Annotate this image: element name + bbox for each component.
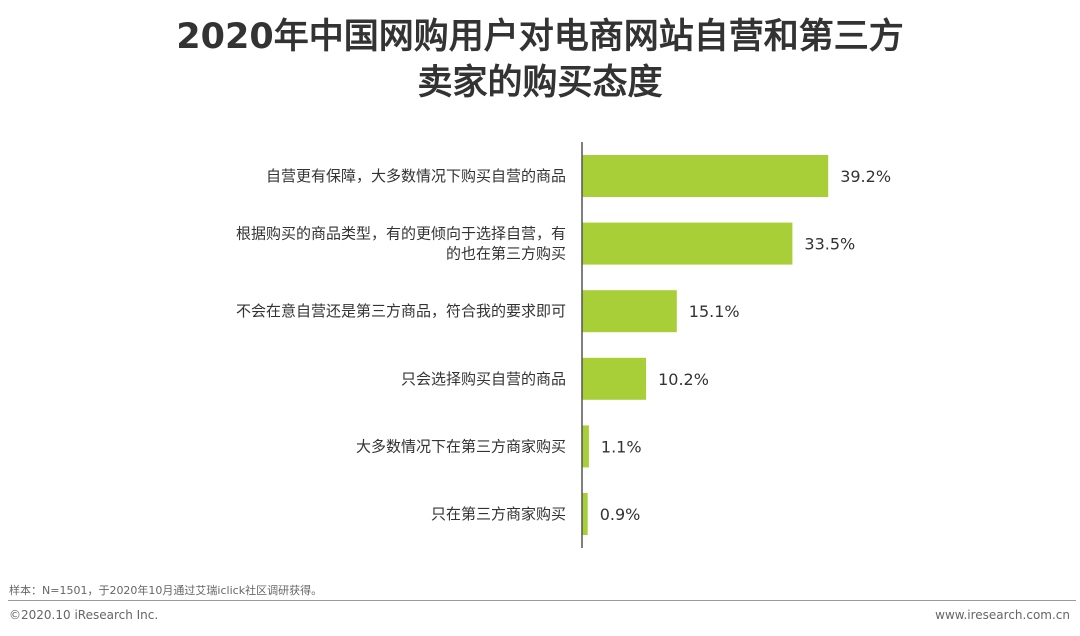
- copyright-text: ©2020.10 iResearch Inc.: [9, 608, 159, 622]
- value-label-1: 39.2%: [840, 167, 891, 186]
- bar-6: [582, 493, 588, 535]
- bar-3: [582, 290, 677, 333]
- website-text: www.iresearch.com.cn: [935, 608, 1070, 622]
- value-label-5: 1.1%: [601, 437, 642, 456]
- chart-title-line-2: 卖家的购买态度: [417, 63, 663, 103]
- chart-title-line-1: 2020年中国网购用户对电商网站自营和第三方: [176, 17, 904, 57]
- sample-note: 样本：N=1501，于2020年10月通过艾瑞iclick社区调研获得。: [9, 584, 323, 597]
- chart-title: 2020年中国网购用户对电商网站自营和第三方 卖家的购买态度: [0, 14, 1080, 106]
- value-label-6: 0.9%: [600, 505, 641, 524]
- bar-5: [582, 425, 589, 468]
- category-label-4: 只会选择购买自营的商品: [401, 370, 566, 388]
- bar-1: [582, 155, 829, 197]
- value-label-4: 10.2%: [658, 370, 709, 389]
- bar-4: [582, 357, 647, 400]
- category-label-6: 只在第三方商家购买: [431, 505, 566, 523]
- value-label-3: 15.1%: [689, 302, 740, 321]
- bar-2: [582, 222, 793, 265]
- category-label-1: 自营更有保障，大多数情况下购买自营的商品: [266, 167, 566, 185]
- footer-divider: [8, 600, 1076, 601]
- category-label-5: 大多数情况下在第三方商家购买: [356, 437, 566, 455]
- category-label-3: 不会在意自营还是第三方商品，符合我的要求即可: [236, 302, 566, 320]
- category-label-2: 根据购买的商品类型，有的更倾向于选择自营，有的也在第三方购买: [236, 225, 566, 263]
- value-label-2: 33.5%: [804, 235, 855, 254]
